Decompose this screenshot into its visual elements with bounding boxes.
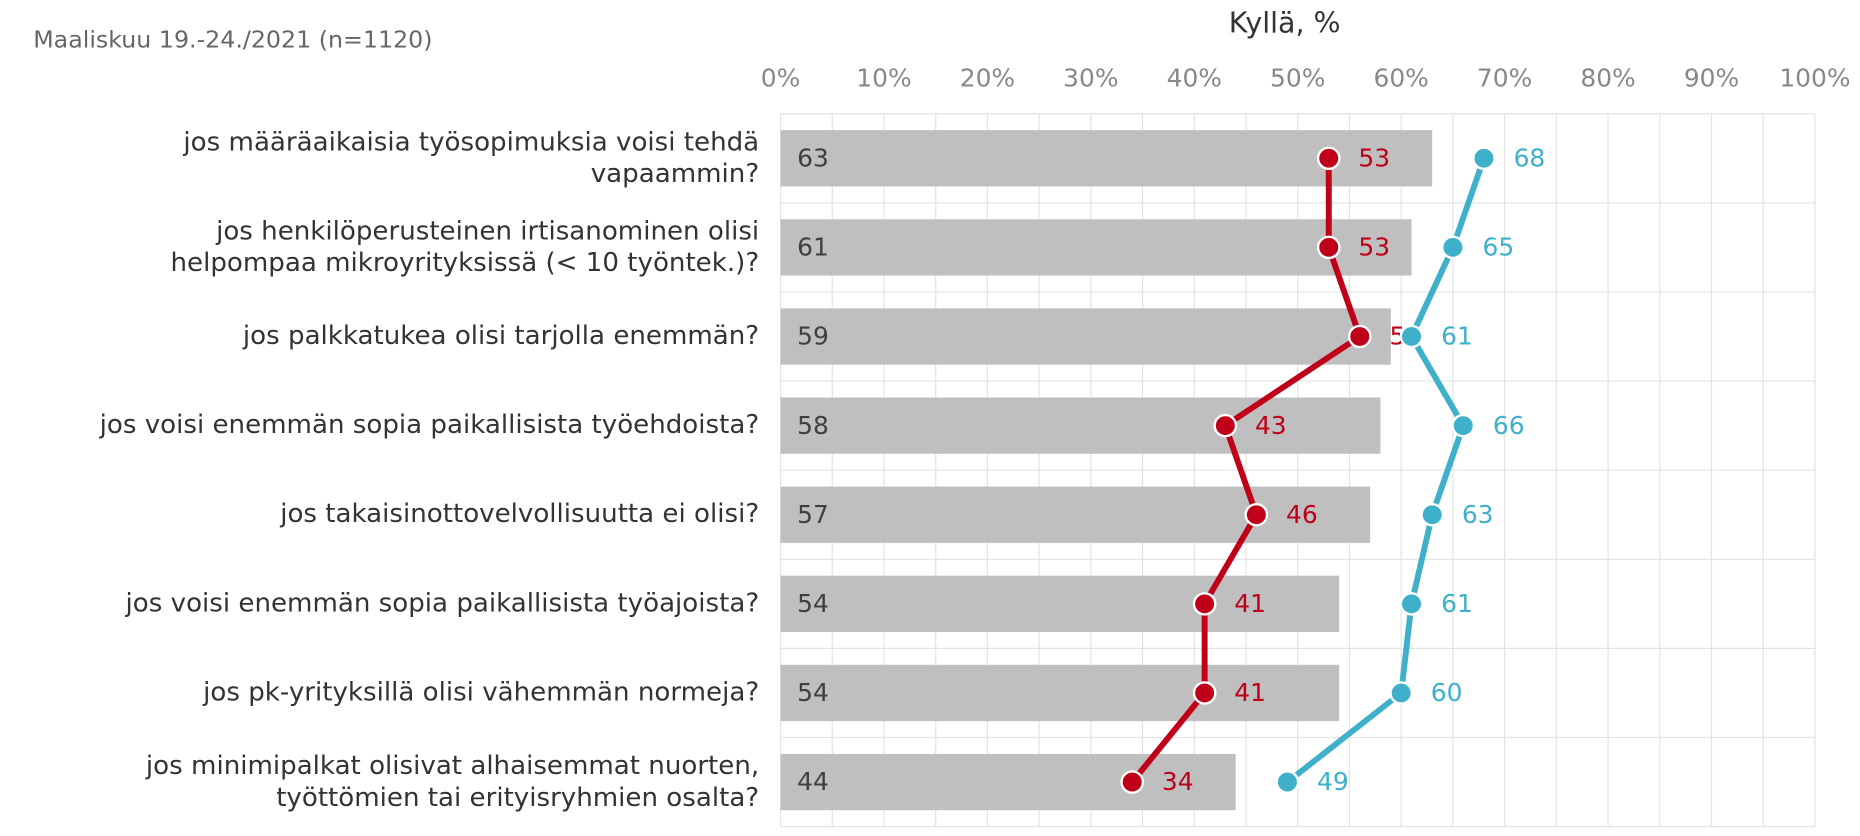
marker [1275, 770, 1300, 794]
chart-subtitle: Maaliskuu 19.-24./2021 (n=1120) [33, 26, 432, 54]
y-tick-label: jos voisi enemmän sopia paikallisista ty… [99, 410, 760, 440]
bar [780, 397, 1381, 454]
x-tick-label: 60% [1374, 64, 1429, 93]
marker [1347, 324, 1372, 349]
bar [780, 219, 1412, 276]
bar-value-label: 57 [797, 500, 829, 529]
data-label: 63 [1462, 500, 1494, 529]
data-label: 68 [1514, 144, 1546, 173]
data-label: 41 [1234, 678, 1266, 707]
marker [1399, 324, 1424, 349]
y-tick-label: jos minimipalkat olisivat alhaisemmat nu… [145, 751, 759, 812]
bar-value-label: 54 [797, 589, 829, 618]
marker [1192, 592, 1217, 616]
y-tick-label: jos henkilöperusteinen irtisanominen oli… [171, 216, 760, 277]
bar [780, 486, 1371, 543]
data-label: 53 [1358, 233, 1390, 262]
data-label: 60 [1431, 678, 1463, 707]
chart-title: Kyllä, % [1229, 7, 1341, 40]
y-tick-label: jos voisi enemmän sopia paikallisista ty… [125, 588, 760, 618]
data-label: 34 [1162, 767, 1194, 796]
marker [1213, 413, 1238, 438]
bar [780, 575, 1340, 632]
marker [1192, 681, 1217, 705]
data-label: 61 [1441, 589, 1473, 618]
line [1129, 158, 1363, 784]
bar-value-label: 63 [797, 144, 829, 173]
marker [1472, 146, 1496, 171]
bar-value-label: 58 [797, 411, 829, 440]
bar-value-label: 54 [797, 678, 829, 707]
x-tick-label: 50% [1270, 64, 1325, 93]
marker [1389, 681, 1414, 705]
y-tick-label: jos pk-yrityksillä olisi vähemmän normej… [202, 678, 759, 708]
bar [780, 308, 1391, 365]
x-tick-label: 30% [1063, 64, 1118, 93]
y-tick-label: jos määräaikaisia työsopimuksia voisi te… [182, 127, 759, 188]
x-tick-label: 0% [761, 64, 800, 93]
marker [1244, 503, 1269, 527]
line [1285, 157, 1487, 785]
bar-value-label: 44 [797, 767, 829, 796]
x-tick-label: 100% [1779, 64, 1850, 93]
data-label: 66 [1493, 411, 1525, 440]
bar-value-label: 61 [797, 233, 829, 262]
marker [1120, 770, 1145, 794]
data-label: 53 [1358, 144, 1390, 173]
y-tick-label: jos palkkatukea olisi tarjolla enemmän? [242, 321, 759, 351]
data-label: 46 [1286, 500, 1318, 529]
marker [1316, 146, 1341, 171]
marker [1420, 503, 1445, 527]
bar [780, 664, 1340, 722]
bar-value-label: 59 [797, 322, 829, 351]
x-tick-label: 40% [1167, 64, 1222, 93]
x-tick-label: 80% [1580, 64, 1635, 93]
data-label: 41 [1234, 589, 1266, 618]
y-tick-label: jos takaisinottovelvollisuutta ei olisi? [279, 499, 759, 529]
x-tick-label: 10% [856, 64, 911, 93]
marker [1316, 235, 1341, 260]
marks: 6361595857545444535356434641413468656166… [780, 130, 1546, 811]
x-tick-label: 70% [1477, 64, 1532, 93]
data-label: 61 [1441, 322, 1473, 351]
data-label: 65 [1483, 233, 1515, 262]
data-label: 49 [1317, 767, 1349, 796]
marker [1451, 413, 1476, 438]
marker [1441, 235, 1465, 260]
marker [1399, 592, 1424, 616]
bar [780, 753, 1236, 811]
x-tick-label: 90% [1684, 64, 1739, 93]
data-label: 43 [1255, 411, 1287, 440]
x-tick-label: 20% [960, 64, 1015, 93]
